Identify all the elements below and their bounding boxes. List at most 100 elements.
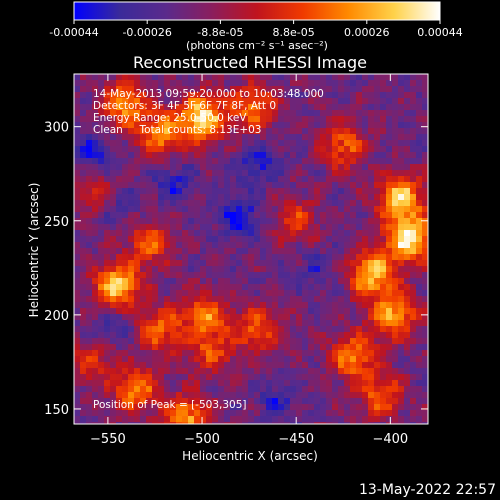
heatmap-pixel (152, 416, 159, 423)
heatmap-pixel (200, 140, 207, 147)
heatmap-pixel (248, 314, 255, 321)
heatmap-pixel (194, 248, 201, 255)
heatmap-pixel (392, 356, 399, 363)
heatmap-pixel (302, 122, 309, 129)
heatmap-pixel (116, 326, 123, 333)
heatmap-pixel (248, 404, 255, 411)
heatmap-pixel (248, 278, 255, 285)
heatmap-pixel (206, 98, 213, 105)
heatmap-pixel (170, 290, 177, 297)
heatmap-pixel (290, 212, 297, 219)
heatmap-pixel (242, 146, 249, 153)
heatmap-pixel (314, 116, 321, 123)
heatmap-pixel (374, 374, 381, 381)
heatmap-pixel (296, 392, 303, 399)
heatmap-pixel (188, 332, 195, 339)
heatmap-pixel (362, 308, 369, 315)
heatmap-pixel (170, 164, 177, 171)
heatmap-pixel (350, 188, 357, 195)
heatmap-pixel (200, 290, 207, 297)
heatmap-pixel (224, 344, 231, 351)
heatmap-pixel (296, 380, 303, 387)
heatmap-pixel (128, 230, 135, 237)
heatmap-pixel (386, 134, 393, 141)
heatmap-pixel (236, 314, 243, 321)
heatmap-pixel (218, 92, 225, 99)
heatmap-pixel (404, 380, 411, 387)
heatmap-pixel (218, 134, 225, 141)
heatmap-pixel (362, 74, 369, 81)
heatmap-pixel (272, 332, 279, 339)
heatmap-pixel (422, 332, 428, 339)
heatmap-pixel (104, 128, 111, 135)
heatmap-pixel (398, 164, 405, 171)
heatmap-pixel (290, 164, 297, 171)
heatmap-pixel (230, 392, 237, 399)
heatmap-pixel (74, 380, 81, 387)
heatmap-pixel (338, 296, 345, 303)
heatmap-pixel (422, 200, 428, 207)
heatmap-pixel (170, 278, 177, 285)
heatmap-pixel (164, 314, 171, 321)
heatmap-pixel (86, 284, 93, 291)
heatmap-pixel (368, 320, 375, 327)
heatmap-pixel (74, 314, 81, 321)
heatmap-pixel (236, 416, 243, 423)
heatmap-pixel (398, 86, 405, 93)
heatmap-pixel (110, 110, 117, 117)
heatmap-pixel (350, 74, 357, 81)
heatmap-pixel (272, 224, 279, 231)
heatmap-pixel (260, 368, 267, 375)
heatmap-pixel (224, 266, 231, 273)
heatmap-pixel (296, 296, 303, 303)
heatmap-pixel (164, 338, 171, 345)
heatmap-pixel (152, 296, 159, 303)
heatmap-pixel (296, 146, 303, 153)
heatmap-pixel (104, 392, 111, 399)
heatmap-pixel (194, 344, 201, 351)
heatmap-pixel (356, 314, 363, 321)
heatmap-pixel (248, 218, 255, 225)
heatmap-pixel (380, 194, 387, 201)
heatmap-pixel (386, 218, 393, 225)
heatmap-pixel (386, 242, 393, 249)
heatmap-pixel (170, 152, 177, 159)
heatmap-pixel (296, 110, 303, 117)
heatmap-pixel (344, 266, 351, 273)
heatmap-pixel (110, 236, 117, 243)
heatmap-pixel (80, 296, 87, 303)
heatmap-pixel (80, 146, 87, 153)
heatmap-pixel (326, 152, 333, 159)
heatmap-pixel (296, 416, 303, 423)
heatmap-pixel (254, 404, 261, 411)
heatmap-pixel (92, 266, 99, 273)
heatmap-pixel (374, 404, 381, 411)
heatmap-pixel (152, 422, 159, 424)
heatmap-pixel (314, 272, 321, 279)
heatmap-pixel (362, 152, 369, 159)
heatmap-pixel (194, 218, 201, 225)
heatmap-pixel (278, 320, 285, 327)
heatmap-pixel (344, 110, 351, 117)
heatmap-pixel (128, 290, 135, 297)
heatmap-pixel (398, 80, 405, 87)
heatmap-pixel (302, 368, 309, 375)
heatmap-pixel (332, 272, 339, 279)
heatmap-pixel (272, 356, 279, 363)
heatmap-pixel (110, 386, 117, 393)
heatmap-pixel (374, 422, 381, 424)
heatmap-pixel (290, 386, 297, 393)
heatmap-pixel (266, 224, 273, 231)
heatmap-pixel (248, 344, 255, 351)
heatmap-pixel (188, 374, 195, 381)
heatmap-pixel (194, 80, 201, 87)
heatmap-pixel (308, 200, 315, 207)
heatmap-pixel (110, 98, 117, 105)
heatmap-pixel (134, 200, 141, 207)
heatmap-pixel (122, 206, 129, 213)
heatmap-pixel (344, 302, 351, 309)
heatmap-pixel (314, 170, 321, 177)
heatmap-pixel (374, 392, 381, 399)
heatmap-pixel (98, 134, 105, 141)
heatmap-pixel (332, 290, 339, 297)
